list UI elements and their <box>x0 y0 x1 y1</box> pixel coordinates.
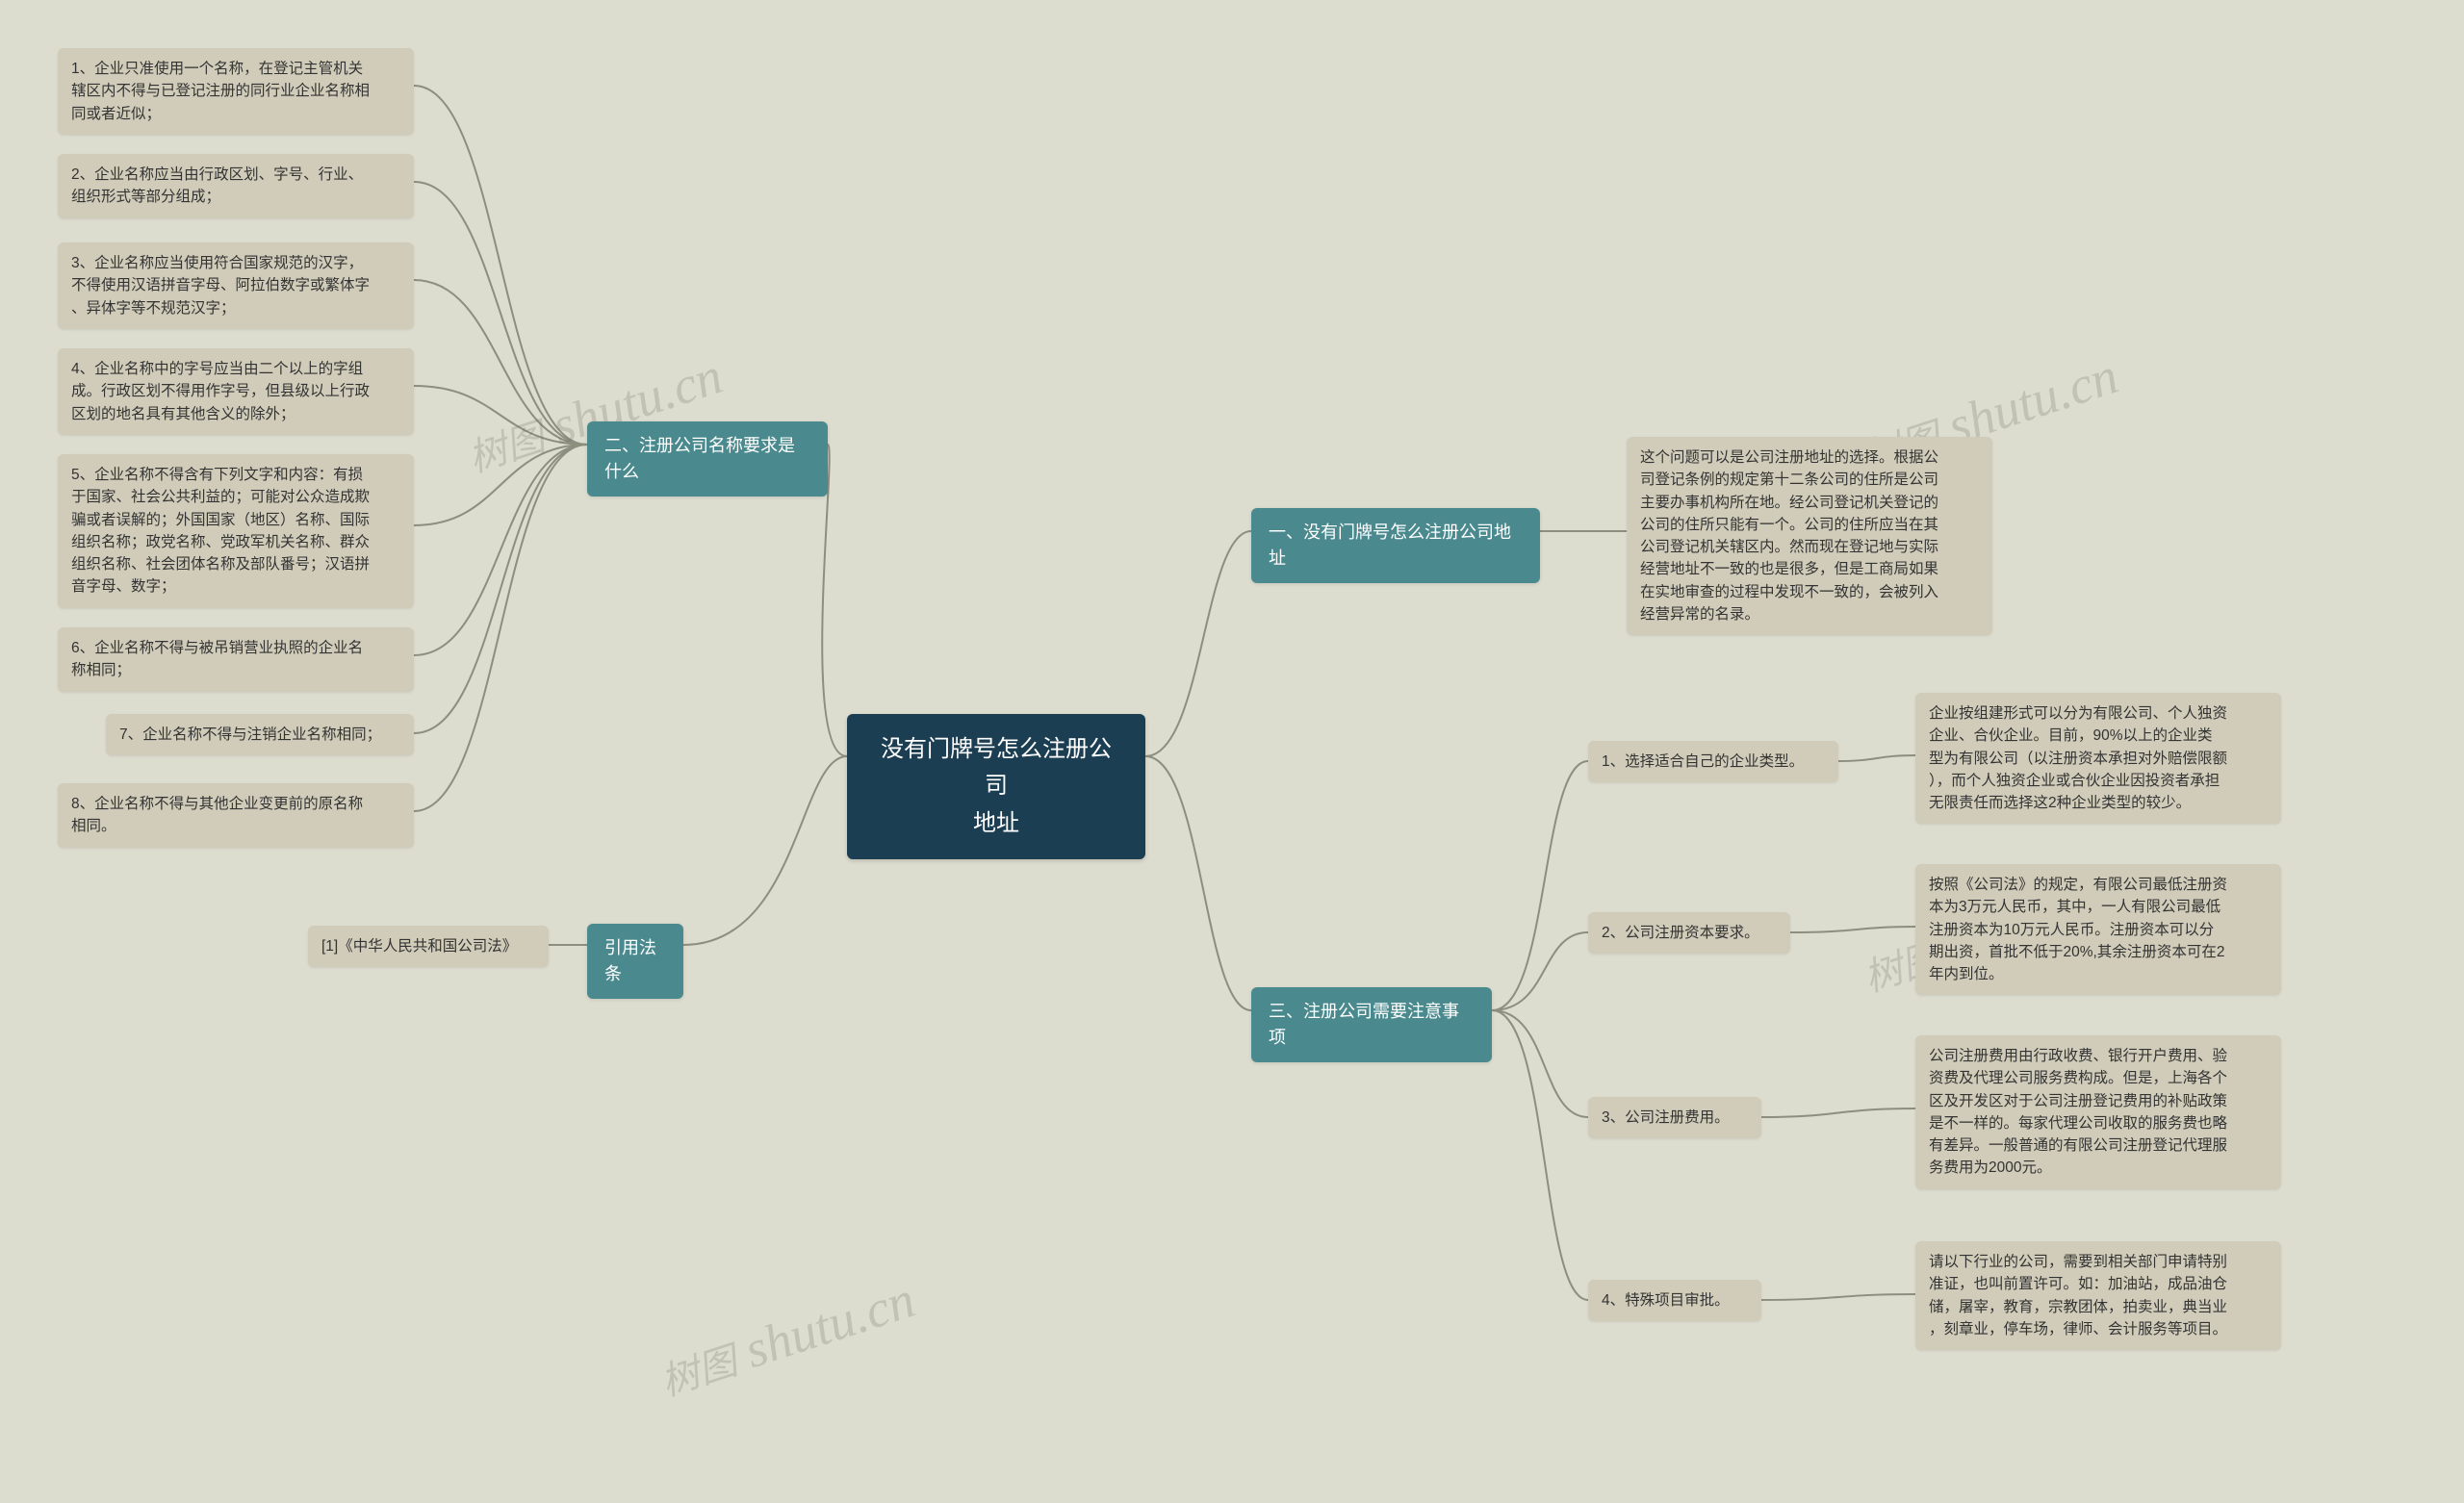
sub-b3-1: 1、选择适合自己的企业类型。 <box>1588 741 1838 782</box>
leaf-b2-5: 5、企业名称不得含有下列文字和内容：有损于国家、社会公共利益的；可能对公众造成欺… <box>58 454 414 608</box>
leaf-b3-1: 企业按组建形式可以分为有限公司、个人独资企业、合伙企业。目前，90%以上的企业类… <box>1915 693 2281 824</box>
leaf-b2-1: 1、企业只准使用一个名称，在登记主管机关辖区内不得与已登记注册的同行业企业名称相… <box>58 48 414 135</box>
center-node: 没有门牌号怎么注册公司地址 <box>847 714 1145 859</box>
leaf-b2-3: 3、企业名称应当使用符合国家规范的汉字，不得使用汉语拼音字母、阿拉伯数字或繁体字… <box>58 242 414 329</box>
branch-no-address-number: 一、没有门牌号怎么注册公司地址 <box>1251 508 1540 583</box>
branch-name-requirements: 二、注册公司名称要求是什么 <box>587 421 828 497</box>
sub-b3-3: 3、公司注册费用。 <box>1588 1097 1761 1138</box>
leaf-b2-7: 7、企业名称不得与注销企业名称相同； <box>106 714 414 755</box>
leaf-b2-4: 4、企业名称中的字号应当由二个以上的字组成。行政区划不得用作字号，但县级以上行政… <box>58 348 414 435</box>
leaf-b3-4: 请以下行业的公司，需要到相关部门申请特别准证，也叫前置许可。如：加油站，成品油仓… <box>1915 1241 2281 1350</box>
leaf-b2-2: 2、企业名称应当由行政区划、字号、行业、组织形式等部分组成； <box>58 154 414 218</box>
leaf-b2-8: 8、企业名称不得与其他企业变更前的原名称相同。 <box>58 783 414 848</box>
sub-b3-4: 4、特殊项目审批。 <box>1588 1280 1761 1321</box>
leaf-b2-6: 6、企业名称不得与被吊销营业执照的企业名称相同； <box>58 627 414 692</box>
leaf-b1-1: 这个问题可以是公司注册地址的选择。根据公司登记条例的规定第十二条公司的住所是公司… <box>1627 437 1992 635</box>
sub-b3-2: 2、公司注册资本要求。 <box>1588 912 1790 954</box>
branch-references: 引用法条 <box>587 924 683 999</box>
leaf-ref-1: [1]《中华人民共和国公司法》 <box>308 926 549 967</box>
watermark: 树图 shutu.cn <box>652 1269 922 1408</box>
branch-registration-notes: 三、注册公司需要注意事项 <box>1251 987 1492 1062</box>
leaf-b3-3: 公司注册费用由行政收费、银行开户费用、验资费及代理公司服务费构成。但是，上海各个… <box>1915 1035 2281 1189</box>
leaf-b3-2: 按照《公司法》的规定，有限公司最低注册资本为3万元人民币，其中，一人有限公司最低… <box>1915 864 2281 995</box>
